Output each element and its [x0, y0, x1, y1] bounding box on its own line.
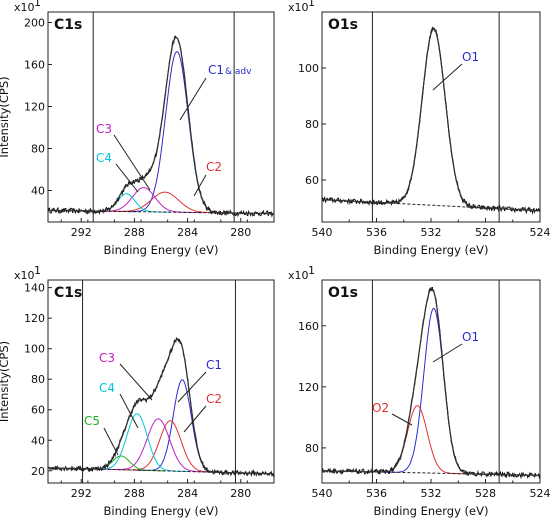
- component-label-suffix: & adv: [225, 67, 252, 77]
- y-axis-label: Intensity(CPS): [0, 341, 11, 422]
- x-tick-label: 288: [124, 226, 145, 239]
- y-tick-label: 120: [24, 312, 45, 325]
- leader-line: [177, 371, 207, 403]
- y-tick-label: 80: [305, 442, 319, 455]
- leader-line: [179, 77, 207, 121]
- x-tick-label: 524: [530, 487, 550, 500]
- y-multiplier-exponent: 1: [34, 264, 41, 277]
- raw-spectrum-line: [47, 337, 275, 478]
- chart-panel-2: 540 536 532 528 524 60 80 100 Binding Energy (eV…: [288, 0, 550, 257]
- y-tick-label: 80: [31, 373, 45, 386]
- x-axis-label: Binding Energy (eV): [104, 243, 219, 257]
- plot-frame: [321, 11, 541, 223]
- x-axis-label: Binding Energy (eV): [374, 504, 489, 518]
- leader-line: [103, 427, 119, 456]
- envelope-fit-line: [47, 338, 274, 475]
- y-multiplier-exponent: 1: [34, 0, 41, 9]
- component-label-o1: O1: [462, 50, 479, 64]
- panel-title: O1s: [328, 285, 358, 301]
- x-tick-label: 292: [71, 487, 92, 500]
- y-tick-label: 60: [31, 404, 45, 417]
- plot-frame: [321, 279, 541, 484]
- leader-line: [193, 174, 207, 197]
- y-tick-label: 60: [305, 174, 319, 187]
- y-multiplier: x10: [288, 269, 309, 282]
- component-label-c1: C1: [208, 63, 224, 77]
- leader-line: [391, 413, 413, 426]
- component-label-o2: O2: [372, 401, 389, 415]
- y-tick-label: 40: [31, 185, 45, 198]
- component-label-c4: C4: [99, 381, 115, 395]
- background-line: [93, 210, 235, 214]
- x-tick-label: 528: [475, 226, 496, 239]
- leader-line: [119, 393, 139, 429]
- component-curve-o2: [367, 405, 468, 475]
- leader-line: [119, 363, 153, 401]
- leader-line: [115, 163, 139, 193]
- panel-title: C1s: [54, 17, 82, 33]
- x-tick-label: 532: [421, 226, 442, 239]
- component-label-c5: C5: [84, 414, 100, 428]
- y-multiplier-exponent: 1: [308, 0, 315, 9]
- component-label-c2: C2: [206, 392, 222, 406]
- x-tick-label: 532: [421, 487, 442, 500]
- y-tick-label: 20: [31, 465, 45, 478]
- y-tick-label: 80: [305, 118, 319, 131]
- y-tick-label: 100: [24, 343, 45, 356]
- component-label-c2: C2: [206, 160, 222, 174]
- leader-line: [183, 405, 207, 433]
- plot-frame: [47, 11, 275, 223]
- component-curve-c2: [115, 420, 226, 473]
- x-tick-label: 524: [530, 226, 550, 239]
- y-tick-label: 160: [298, 320, 319, 333]
- y-multiplier: x10: [14, 1, 35, 14]
- y-multiplier-exponent: 1: [308, 264, 315, 277]
- x-tick-label: 288: [124, 487, 145, 500]
- component-label-c4: C4: [96, 151, 112, 165]
- raw-spectrum-line: [321, 26, 541, 215]
- y-tick-label: 80: [31, 143, 45, 156]
- component-curve-c4: [82, 193, 171, 213]
- y-tick-label: 120: [298, 381, 319, 394]
- y-tick-label: 120: [24, 101, 45, 114]
- y-multiplier: x10: [14, 269, 35, 282]
- y-tick-label: 160: [24, 59, 45, 72]
- component-label-o1: O1: [462, 330, 479, 344]
- y-tick-label: 200: [24, 17, 45, 30]
- y-tick-label: 140: [24, 282, 45, 295]
- x-tick-label: 536: [366, 226, 387, 239]
- x-tick-label: 528: [475, 487, 496, 500]
- component-label-c3: C3: [99, 351, 115, 365]
- chart-panel-3: 292 288 284 280 20 40 60 80 100 120 140 Binding Ene…: [0, 264, 275, 518]
- panel-title: C1s: [54, 285, 82, 301]
- x-tick-label: 284: [177, 487, 198, 500]
- chart-panel-1: 292 288 284 280 40 80 120 160 200 Binding Energy …: [0, 0, 275, 257]
- y-tick-label: 100: [298, 62, 319, 75]
- envelope-fit-line: [322, 28, 540, 212]
- x-axis-label: Binding Energy (eV): [374, 243, 489, 257]
- x-tick-label: 284: [177, 226, 198, 239]
- leader-line: [432, 63, 463, 91]
- y-tick-label: 40: [31, 434, 45, 447]
- x-tick-label: 292: [71, 226, 92, 239]
- leader-line: [432, 343, 463, 363]
- x-tick-label: 540: [312, 226, 333, 239]
- component-label-c1: C1: [206, 358, 222, 372]
- leader-line: [113, 134, 151, 191]
- envelope-fit-line: [47, 36, 274, 215]
- chart-panel-4: 540 536 532 528 524 80 120 160 Binding Energy (e…: [288, 264, 550, 518]
- x-axis-label: Binding Energy (eV): [104, 504, 219, 518]
- x-tick-label: 540: [312, 487, 333, 500]
- plot-frame: [47, 279, 275, 484]
- x-tick-label: 280: [230, 487, 251, 500]
- x-tick-label: 280: [230, 226, 251, 239]
- panel-title: O1s: [328, 17, 358, 33]
- y-multiplier: x10: [288, 1, 309, 14]
- x-tick-label: 536: [366, 487, 387, 500]
- envelope-fit-line: [322, 287, 540, 476]
- component-label-c3: C3: [96, 122, 112, 136]
- y-axis-label: Intensity(CPS): [0, 76, 11, 157]
